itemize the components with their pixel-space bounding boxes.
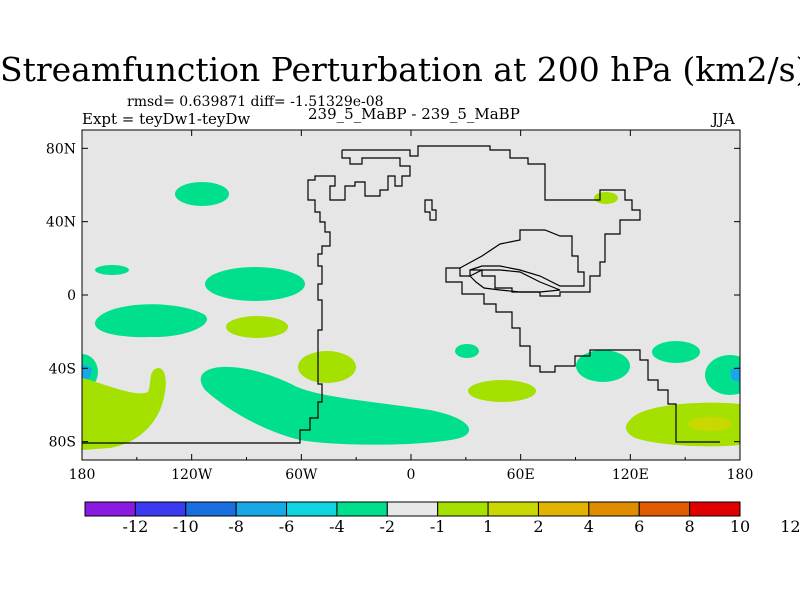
y-tick-label: 0 — [67, 288, 76, 304]
y-axis: 80N 40N 0 40S 80S — [46, 141, 740, 451]
colorbar-label: -10 — [173, 517, 199, 536]
coastlines — [82, 145, 720, 444]
green-blob-south-indian — [576, 350, 630, 382]
green-band-southern-ocean — [200, 366, 470, 445]
yellow-green-blob-south-america — [298, 351, 356, 383]
green-blob-mid-pacific — [205, 267, 305, 301]
colorbar-label: -4 — [329, 517, 345, 536]
coastline-dots — [424, 199, 437, 221]
colorbar-label: -1 — [430, 517, 446, 536]
colorbar-swatch — [134, 501, 187, 517]
x-tick-label: 120W — [171, 467, 213, 483]
x-tick-label: 0 — [407, 467, 416, 483]
coastline-inner-loop-2 — [469, 269, 561, 293]
y-tick-label: 80N — [46, 141, 76, 157]
y-tick-label: 40S — [49, 361, 76, 377]
colorbar-swatch — [286, 501, 338, 517]
colorbar-label: 10 — [730, 517, 750, 536]
y-tick-label: 80S — [49, 435, 76, 451]
colorbar-swatch — [437, 501, 489, 517]
green-blob-west-equator — [95, 265, 129, 275]
green-blob-top-left — [175, 182, 229, 206]
colorbar-label: 8 — [685, 517, 695, 536]
green-blob-south-africa-west — [455, 344, 479, 358]
yellow-green-blob-siberia — [594, 192, 618, 204]
yellow-green-blob-south-atlantic — [468, 380, 536, 402]
colorbar-label: -12 — [123, 517, 149, 536]
x-axis: 180 120W 60W 0 60E 120E 180 — [69, 130, 754, 483]
colorbar-swatch — [235, 501, 288, 517]
experiment-label: Expt = teyDw1-teyDw — [82, 110, 251, 128]
colorbar-swatch — [84, 501, 136, 517]
colorbar-swatch — [487, 501, 539, 517]
x-tick-label: 180 — [69, 467, 96, 483]
green-blob-far-east-south-core — [730, 366, 740, 382]
colorbar-swatch — [386, 501, 439, 517]
rmsd-diff-stats: rmsd= 0.639871 diff= -1.51329e-08 — [127, 94, 384, 110]
coastline-inner-loop-1 — [459, 229, 585, 287]
colorbar-swatch — [689, 501, 741, 517]
x-tick-label: 180 — [727, 467, 754, 483]
colorbar-swatch — [588, 501, 640, 517]
colorbar-label: 1 — [483, 517, 493, 536]
chart-title: Streamfunction Perturbation at 200 hPa (… — [0, 50, 800, 89]
coastline-greenland — [342, 145, 720, 443]
green-blob-far-east-south — [705, 355, 740, 395]
colorbar-label: -6 — [279, 517, 295, 536]
colorbar-swatch — [336, 501, 388, 517]
anomaly-fills — [82, 182, 740, 450]
colorbar-label: -2 — [380, 517, 396, 536]
season-label: JJA — [712, 110, 735, 128]
yellow-green-blob-mid-pacific-south — [226, 316, 288, 338]
colorbar: -12 -10 -8 -6 -4 -2 -1 1 2 4 6 8 10 12 — [84, 501, 800, 536]
x-tick-label: 60W — [285, 467, 318, 483]
x-tick-label: 60E — [507, 467, 535, 483]
yellow-green-blob-southeast-pacific — [625, 402, 740, 447]
x-tick-label: 120E — [612, 467, 649, 483]
colorbar-label: 12 — [780, 517, 800, 536]
colorbar-label: 2 — [533, 517, 543, 536]
green-blob-east-pacific — [652, 341, 700, 363]
case-label: 239_5_MaBP - 239_5_MaBP — [308, 105, 520, 123]
yellow-green-blob-south-pacific — [82, 368, 166, 450]
y-tick-label: 40N — [46, 215, 76, 231]
colorbar-swatch — [185, 501, 237, 517]
gold-patch-southeast — [688, 417, 732, 431]
colorbar-label: -8 — [228, 517, 244, 536]
colorbar-swatch — [537, 501, 590, 517]
colorbar-label: 6 — [634, 517, 644, 536]
colorbar-swatch — [638, 501, 691, 517]
coastline-americas-outline — [82, 150, 411, 444]
colorbar-label: 4 — [584, 517, 594, 536]
green-blob-southwest — [94, 304, 207, 338]
